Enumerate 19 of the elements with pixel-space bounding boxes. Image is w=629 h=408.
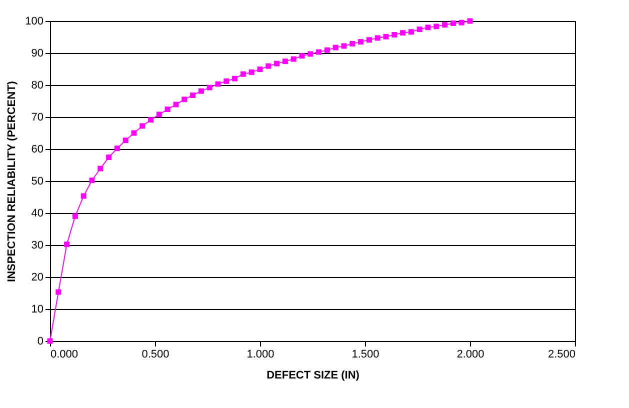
y-tick-label: 40 (31, 208, 44, 220)
x-tick-label: 0.500 (142, 348, 170, 360)
y-tick-label: 50 (31, 176, 44, 188)
y-tick-label: 20 (31, 272, 44, 284)
y-tick-label: 90 (31, 48, 44, 60)
x-axis-title: DEFECT SIZE (IN) (266, 370, 360, 382)
y-tick-label: 30 (31, 240, 44, 252)
x-tick-label: 2.500 (548, 348, 576, 360)
y-tick-label: 60 (31, 144, 44, 156)
x-tick-label: 1.000 (246, 348, 274, 360)
x-tick-label: 1.500 (352, 348, 380, 360)
x-tick-label: 0.000 (50, 348, 78, 360)
y-tick-label: 80 (31, 80, 44, 92)
y-axis-title: INSPECTION RELIABILITY (PERCENT) (6, 80, 18, 282)
y-tick-label: 100 (25, 16, 44, 28)
x-tick-label: 2.000 (456, 348, 484, 360)
y-tick-label: 10 (31, 304, 44, 316)
y-tick-label: 0 (37, 336, 44, 348)
y-tick-label: 70 (31, 112, 44, 124)
